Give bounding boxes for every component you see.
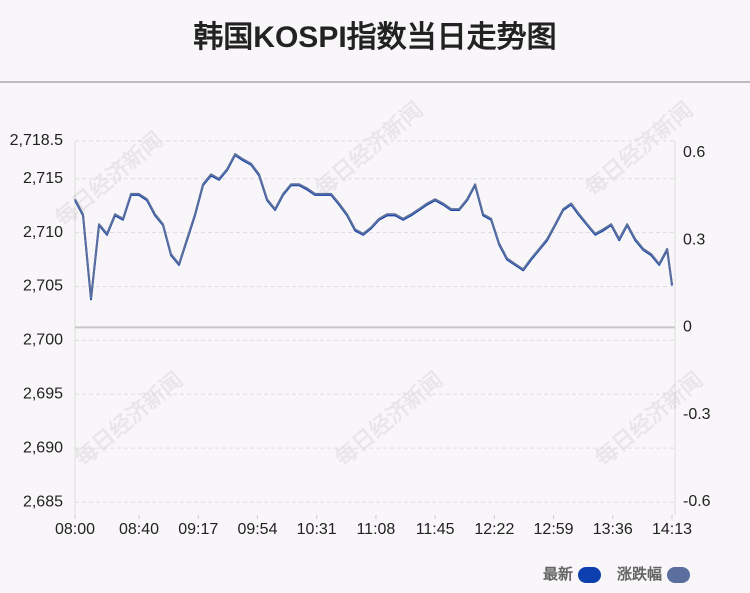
y-tick-label: 2,695 bbox=[23, 386, 63, 403]
watermark: 每日经济新闻 bbox=[50, 127, 168, 232]
watermark: 每日经济新闻 bbox=[580, 97, 698, 202]
y-tick-label: 2,705 bbox=[23, 278, 63, 295]
legend-swatch bbox=[577, 567, 601, 583]
x-tick-label: 12:22 bbox=[474, 521, 514, 538]
x-tick-label: 12:59 bbox=[534, 521, 574, 538]
chart-title: 韩国KOSPI指数当日走势图 bbox=[193, 21, 556, 54]
y2-tick-label: -0.6 bbox=[683, 493, 711, 510]
watermark: 每日经济新闻 bbox=[310, 97, 428, 202]
y2-tick-label: 0.3 bbox=[683, 231, 705, 248]
y2-tick-label: 0.6 bbox=[683, 144, 705, 161]
legend-label: 涨跌幅 bbox=[617, 565, 662, 583]
y-tick-label: 2,685 bbox=[23, 493, 63, 510]
x-tick-label: 09:54 bbox=[237, 521, 277, 538]
y-tick-label: 2,718.5 bbox=[10, 132, 63, 149]
y2-tick-label: -0.3 bbox=[683, 406, 711, 423]
x-tick-label: 13:36 bbox=[593, 521, 633, 538]
x-tick-label: 14:13 bbox=[652, 521, 692, 538]
y-tick-label: 2,690 bbox=[23, 439, 63, 456]
x-tick-label: 09:17 bbox=[178, 521, 218, 538]
y-tick-label: 2,715 bbox=[23, 170, 63, 187]
x-tick-label: 08:00 bbox=[55, 521, 95, 538]
y-tick-label: 2,710 bbox=[23, 224, 63, 241]
legend-label: 最新 bbox=[543, 565, 573, 583]
watermark: 每日经济新闻 bbox=[330, 367, 448, 472]
x-tick-label: 11:08 bbox=[356, 521, 395, 538]
y-tick-label: 2,700 bbox=[23, 332, 63, 349]
x-tick-label: 10:31 bbox=[297, 521, 337, 538]
watermark: 每日经济新闻 bbox=[70, 367, 188, 472]
x-tick-label: 08:40 bbox=[119, 521, 159, 538]
y2-tick-label: 0 bbox=[683, 319, 692, 336]
line-series bbox=[74, 153, 673, 300]
legend-swatch bbox=[667, 567, 690, 583]
x-tick-label: 11:45 bbox=[416, 521, 455, 538]
